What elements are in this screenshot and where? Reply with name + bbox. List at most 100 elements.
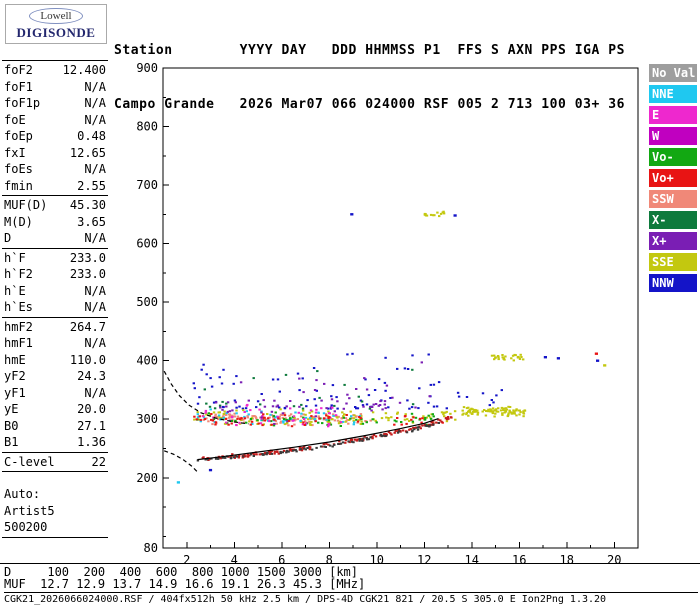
param-group-3: hmF2 264.7 hmF1 N/A hmE 110.0 yF2 24.3 yF1 N/A yE 2… bbox=[2, 318, 108, 453]
param-row-foE: foE N/A bbox=[2, 112, 108, 129]
param-label: yE bbox=[4, 402, 19, 416]
legend-item-x-: X- bbox=[649, 211, 697, 229]
param-label: B1 bbox=[4, 435, 19, 449]
param-label: yF2 bbox=[4, 369, 26, 383]
param-label: hmE bbox=[4, 352, 26, 367]
param-value: 45.30 bbox=[69, 198, 106, 212]
param-row-D: D N/A bbox=[2, 230, 108, 247]
param-label: h`E bbox=[4, 283, 26, 298]
trace-fit-solid bbox=[197, 418, 439, 461]
cluster-band-magenta bbox=[201, 403, 343, 428]
param-value: 27.1 bbox=[77, 418, 106, 433]
param-value: 24.3 bbox=[77, 369, 106, 383]
lowell-logo: Lowell DIGISONDE bbox=[5, 4, 107, 44]
legend-item-nne: NNE bbox=[649, 85, 697, 103]
param-row-foEp: foEp 0.48 bbox=[2, 128, 108, 145]
cluster-sse-main bbox=[461, 405, 527, 418]
param-label: h`F bbox=[4, 250, 26, 265]
param-value: 20.0 bbox=[77, 402, 106, 416]
cluster-noise-darkgreen bbox=[203, 368, 415, 410]
artist-trace-curves bbox=[163, 370, 439, 473]
param-gap bbox=[2, 472, 108, 485]
legend-item-nnw: NNW bbox=[649, 274, 697, 292]
param-label: fxI bbox=[4, 145, 26, 160]
scaled-parameters-panel: foF2 12.400 foF1 N/A foF1p N/A foE N/A foEp 0.48 f… bbox=[2, 60, 108, 538]
param-row-B1: B1 1.36 bbox=[2, 434, 108, 451]
y-tick-label: 200 bbox=[136, 471, 158, 485]
param-label: M(D) bbox=[4, 214, 33, 229]
cluster-band-red bbox=[193, 413, 444, 428]
param-value: 0.48 bbox=[77, 129, 106, 143]
param-row-M(D): M(D) 3.65 bbox=[2, 214, 108, 231]
param-label: foEs bbox=[4, 162, 33, 176]
cluster-band-purple bbox=[214, 398, 387, 425]
param-value: 12.65 bbox=[69, 145, 106, 160]
header-line-titles: Station YYYY DAY DDD HHMMSS P1 FFS S AXN… bbox=[114, 43, 625, 58]
param-row-B0: B0 27.1 bbox=[2, 418, 108, 435]
param-group-0: foF2 12.400 foF1 N/A foF1p N/A foE N/A foEp 0.48 f… bbox=[2, 61, 108, 196]
legend-item-w: W bbox=[649, 127, 697, 145]
ionogram-plot: 2 4 6 8 10 12 14 16 18 20900800700600500400300200… bbox=[136, 61, 639, 567]
param-row-h`F2: h`F2 233.0 bbox=[2, 266, 108, 283]
param-value: N/A bbox=[84, 96, 106, 110]
param-row-hmF1: hmF1 N/A bbox=[2, 335, 108, 352]
param-label: C-level bbox=[4, 454, 55, 469]
cluster-high-650-yellow bbox=[423, 210, 446, 218]
y-tick-label: 900 bbox=[136, 61, 158, 75]
legend-item-sse: SSE bbox=[649, 253, 697, 271]
param-label: foF1p bbox=[4, 96, 41, 110]
bottom-panel: D 100 200 400 600 800 1000 1500 3000 [km… bbox=[0, 563, 700, 605]
param-row-yF2: yF2 24.3 bbox=[2, 368, 108, 385]
y-tick-label: 800 bbox=[136, 120, 158, 134]
param-value: 233.0 bbox=[69, 267, 106, 281]
param-value: 2.55 bbox=[77, 178, 106, 193]
y-tick-label: 600 bbox=[136, 237, 158, 251]
digisonde-wordmark: DIGISONDE bbox=[16, 24, 96, 40]
param-row-yF1: yF1 N/A bbox=[2, 385, 108, 402]
isolated-echoes bbox=[176, 213, 607, 484]
param-value: 110.0 bbox=[69, 352, 106, 367]
param-row-MUF(D): MUF(D) 45.30 bbox=[2, 197, 108, 214]
param-group-1: MUF(D) 45.30 M(D) 3.65 D N/A bbox=[2, 196, 108, 249]
param-row-h`E: h`E N/A bbox=[2, 283, 108, 300]
param-row-fxI: fxI 12.65 bbox=[2, 145, 108, 162]
param-label: foE bbox=[4, 112, 26, 127]
muf-row: MUF 12.7 12.9 13.7 14.9 16.6 19.1 26.3 4… bbox=[4, 577, 366, 591]
param-label: foF2 bbox=[4, 63, 33, 77]
x-tick-label: 8 bbox=[326, 553, 333, 567]
legend-item-vo+: Vo+ bbox=[649, 169, 697, 187]
echo-direction-legend: No Val NNE E W Vo- Vo+ SSW X- X+ SSE NNW bbox=[649, 64, 697, 295]
param-label: B0 bbox=[4, 418, 19, 433]
param-value: N/A bbox=[84, 283, 106, 298]
param-value: N/A bbox=[84, 112, 106, 127]
param-label: h`F2 bbox=[4, 267, 33, 281]
cluster-noise-dark bbox=[192, 352, 448, 410]
param-row-foF1p: foF1p N/A bbox=[2, 95, 108, 112]
param-value: N/A bbox=[84, 231, 106, 245]
param-row-foF1: foF1 N/A bbox=[2, 79, 108, 96]
legend-item-no-val: No Val bbox=[649, 64, 697, 82]
param-value: 233.0 bbox=[69, 250, 106, 265]
x-tick-label: 6 bbox=[278, 553, 285, 567]
param-group-4: C-level 22 bbox=[2, 453, 108, 472]
param-label: MUF(D) bbox=[4, 198, 48, 212]
y-tick-label: 80 bbox=[144, 541, 158, 555]
param-value: N/A bbox=[84, 385, 106, 400]
auto-line-2: 500200 bbox=[2, 519, 108, 536]
auto-line-text: 500200 bbox=[4, 520, 48, 534]
param-value: 3.65 bbox=[77, 214, 106, 229]
echo-points bbox=[192, 210, 527, 462]
plot-frame bbox=[162, 67, 639, 549]
param-label: hmF1 bbox=[4, 336, 33, 350]
header-line-values: Campo Grande 2026 Mar07 066 024000 RSF 0… bbox=[114, 97, 625, 112]
auto-line-text: Auto: bbox=[4, 487, 41, 501]
param-row-foF2: foF2 12.400 bbox=[2, 62, 108, 79]
x-tick-label: 2 bbox=[183, 553, 190, 567]
param-label: h`Es bbox=[4, 300, 33, 314]
legend-item-x+: X+ bbox=[649, 232, 697, 250]
cluster-sse-400 bbox=[490, 353, 525, 362]
autoscaling-info-group: Auto: Artist5 500200 bbox=[2, 485, 108, 538]
param-value: N/A bbox=[84, 300, 106, 314]
param-label: foEp bbox=[4, 129, 33, 143]
param-label: yF1 bbox=[4, 385, 26, 400]
